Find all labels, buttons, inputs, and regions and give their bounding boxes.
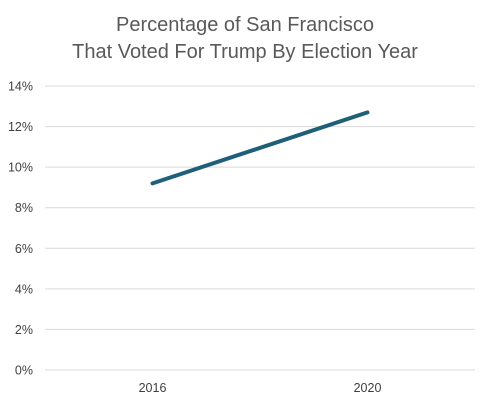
y-tick-label: 2% bbox=[15, 323, 33, 337]
y-tick-label: 8% bbox=[15, 201, 33, 215]
y-tick-label: 4% bbox=[15, 282, 33, 296]
y-axis-tick-labels: 0% 2% 4% 6% 8% 10% 12% 14% bbox=[8, 80, 33, 378]
x-axis-tick-labels: 2016 2020 bbox=[139, 381, 382, 395]
series-line bbox=[150, 110, 370, 186]
series-lines bbox=[150, 110, 370, 186]
y-tick-label: 10% bbox=[8, 161, 33, 175]
x-tick-label: 2020 bbox=[354, 381, 382, 395]
y-tick-label: 6% bbox=[15, 242, 33, 256]
y-tick-label: 0% bbox=[15, 364, 33, 378]
gridlines bbox=[45, 85, 475, 371]
x-tick-label: 2016 bbox=[139, 381, 167, 395]
y-tick-label: 12% bbox=[8, 120, 33, 134]
chart-title-line-2: That Voted For Trump By Election Year bbox=[72, 41, 418, 63]
chart-title-line-1: Percentage of San Francisco bbox=[116, 14, 374, 36]
y-tick-label: 14% bbox=[8, 80, 33, 94]
